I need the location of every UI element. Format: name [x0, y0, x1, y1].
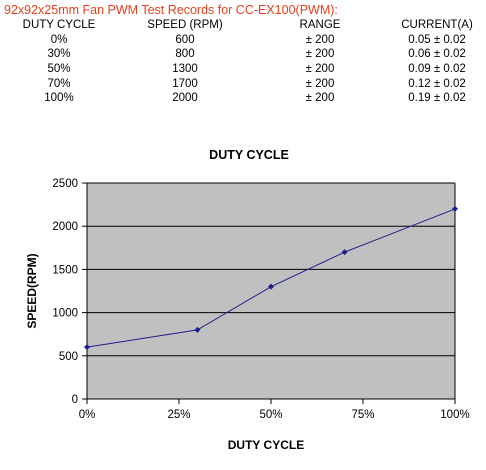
data-point — [84, 344, 90, 351]
duty-cycle-cell: 30% — [47, 48, 71, 61]
range-cell: ± 200 — [305, 33, 335, 46]
column-header-speed: SPEED (RPM) — [147, 19, 223, 32]
data-point — [194, 326, 201, 333]
table-header-row: DUTY CYCLE SPEED (RPM) RANGE CURRENT(A) — [0, 18, 486, 33]
speed-cell: 1300 — [172, 63, 198, 76]
column-header-range: RANGE — [299, 19, 341, 32]
tick-labels: 0 500 1000 1500 2000 2500 0% 25% 50% 75% 100% — [52, 178, 469, 421]
table-row: 100% 2000 ± 200 0.19 ± 0.02 — [0, 91, 486, 106]
y-axis-title: SPEED(RPM) — [25, 253, 39, 328]
current-cell: 0.09 ± 0.02 — [408, 63, 466, 76]
range-cell: ± 200 — [305, 77, 335, 90]
data-point — [452, 205, 458, 212]
duty-cycle-cell: 0% — [50, 33, 68, 46]
y-tick-label: 500 — [59, 351, 78, 363]
speed-cell: 800 — [175, 48, 195, 61]
duty-cycle-cell: 70% — [47, 77, 71, 90]
duty-cycle-cell: 50% — [47, 63, 71, 76]
column-header-current: CURRENT(A) — [401, 19, 473, 32]
axes — [82, 182, 456, 404]
page-title: 92x92x25mm Fan PWM Test Records for CC-E… — [4, 3, 338, 17]
current-cell: 0.05 ± 0.02 — [408, 33, 466, 46]
current-cell: 0.19 ± 0.02 — [408, 92, 466, 105]
data-point — [341, 249, 348, 256]
y-tick-label: 1000 — [52, 308, 78, 320]
speed-cell: 2000 — [172, 92, 198, 105]
table-row: 50% 1300 ± 200 0.09 ± 0.02 — [0, 62, 486, 77]
speed-cell: 600 — [175, 33, 195, 46]
x-tick-label: 25% — [167, 409, 190, 421]
speed-cell: 1700 — [172, 77, 198, 90]
table-row: 30% 800 ± 200 0.06 ± 0.02 — [0, 47, 486, 62]
x-axis-title: DUTY CYCLE — [228, 438, 304, 452]
test-records-table: DUTY CYCLE SPEED (RPM) RANGE CURRENT(A) … — [0, 18, 486, 106]
x-tick-label: 0% — [79, 409, 96, 421]
grid-lines — [87, 182, 455, 357]
range-cell: ± 200 — [305, 63, 335, 76]
series-speed — [84, 205, 458, 351]
y-tick-label: 1500 — [52, 264, 78, 276]
table-row: 0% 600 ± 200 0.05 ± 0.02 — [0, 33, 486, 48]
range-cell: ± 200 — [305, 92, 335, 105]
data-point — [268, 283, 274, 290]
duty-cycle-cell: 100% — [44, 92, 74, 105]
plot-area — [87, 183, 455, 399]
y-tick-label: 2500 — [52, 178, 78, 190]
x-tick-label: 50% — [259, 409, 282, 421]
chart-title: DUTY CYCLE — [209, 148, 289, 162]
y-tick-label: 0 — [72, 394, 78, 406]
x-tick-label: 100% — [440, 409, 469, 421]
current-cell: 0.06 ± 0.02 — [408, 48, 466, 61]
range-cell: ± 200 — [305, 48, 335, 61]
x-tick-label: 75% — [351, 409, 374, 421]
table-row: 70% 1700 ± 200 0.12 ± 0.02 — [0, 76, 486, 91]
current-cell: 0.12 ± 0.02 — [408, 77, 466, 90]
column-header-duty-cycle: DUTY CYCLE — [22, 19, 96, 32]
y-tick-label: 2000 — [52, 221, 78, 233]
